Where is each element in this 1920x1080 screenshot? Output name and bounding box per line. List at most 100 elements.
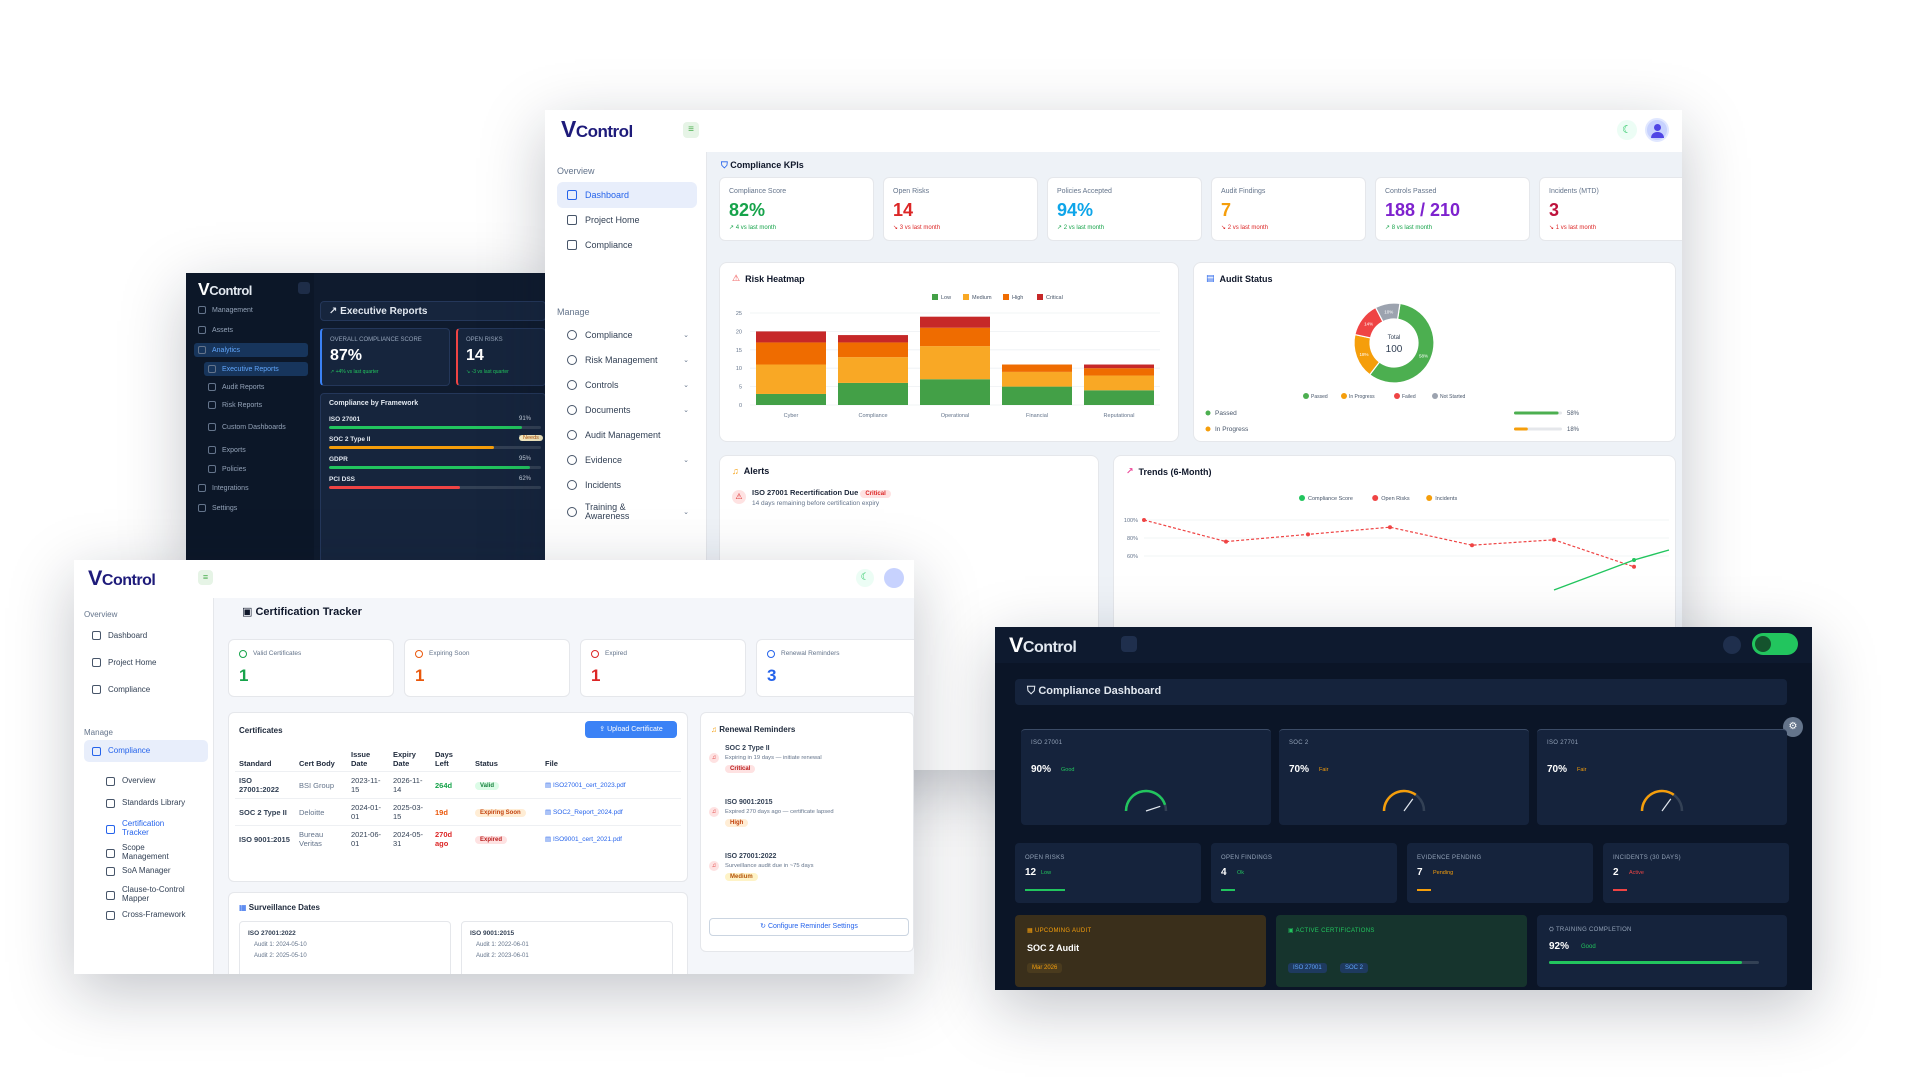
cell-file[interactable]: ▤ SOC2_Report_2024.pdf (541, 798, 681, 826)
sidebar-item-standards-library[interactable]: Standards Library (98, 792, 208, 814)
sidebar-item-integrations[interactable]: Integrations (194, 481, 308, 495)
cell-file[interactable]: ▤ ISO9001_cert_2021.pdf (541, 825, 681, 852)
bar-reputational-high[interactable] (1084, 368, 1154, 376)
bar-cyber-medium[interactable] (756, 364, 826, 394)
app-logo[interactable]: VControl (88, 565, 156, 590)
dark-mode-icon[interactable]: ☾ (1617, 120, 1637, 140)
slice-passed[interactable] (1368, 302, 1435, 384)
stat-card-valid-certificates[interactable]: Valid Certificates 1 (228, 639, 394, 697)
sidebar-item-dashboard[interactable]: Dashboard (557, 182, 697, 208)
point-open-risks[interactable] (1224, 539, 1228, 544)
configure-reminders-button[interactable]: ↻ Configure Reminder Settings (709, 918, 909, 936)
bar-financial-medium[interactable] (1002, 371, 1072, 387)
reminder-item[interactable]: ♫ ISO 27001:2022 Surveillance audit due in… (707, 851, 907, 899)
sidebar-item-documents[interactable]: Documents ⌄ (557, 397, 697, 423)
bar-reputational-low[interactable] (1084, 390, 1154, 405)
sidebar-item-exports[interactable]: Exports (204, 443, 308, 457)
bar-financial-low[interactable] (1002, 386, 1072, 405)
sidebar-item-analytics[interactable]: Analytics (194, 343, 308, 357)
point-compliance-score[interactable] (1632, 558, 1636, 562)
sidebar-item-compliance[interactable]: Compliance (84, 678, 208, 700)
point-open-risks[interactable] (1306, 532, 1310, 537)
stat-card-incidents-30-days[interactable]: Incidents (30 Days) 2 Active (1603, 843, 1789, 903)
sidebar-item-cross-framework[interactable]: Cross-Framework (98, 904, 208, 926)
bar-compliance-critical[interactable] (838, 335, 908, 343)
point-open-risks[interactable] (1470, 543, 1474, 548)
point-open-risks[interactable] (1142, 518, 1146, 522)
app-logo[interactable]: VControl (1009, 632, 1077, 657)
sidebar-item-risk-reports[interactable]: Risk Reports (204, 398, 308, 412)
bar-compliance-high[interactable] (838, 342, 908, 358)
bar-operational-medium[interactable] (920, 346, 990, 380)
point-open-risks[interactable] (1388, 525, 1392, 530)
sidebar-item-custom-dashboards[interactable]: Custom Dashboards (204, 420, 308, 434)
sidebar-item-project-home[interactable]: Project Home (557, 207, 697, 233)
sidebar-item-evidence[interactable]: Evidence ⌄ (557, 447, 697, 473)
table-row[interactable]: ISO 27001:2022 BSI Group 2023-11-15 2026-11… (235, 771, 681, 799)
sidebar-item-clause-to-control-mapper[interactable]: Clause-to-Control Mapper (98, 882, 208, 908)
point-open-risks[interactable] (1552, 537, 1556, 542)
sidebar-item-training-awareness[interactable]: Training & Awareness ⌄ (557, 497, 697, 527)
sidebar-item-audit-reports[interactable]: Audit Reports (204, 380, 308, 394)
theme-toggle[interactable] (1752, 633, 1798, 655)
gauge-card-soc-2[interactable]: SOC 2 70% Fair (1279, 729, 1529, 825)
menu-toggle-icon[interactable] (298, 282, 310, 294)
sidebar-item-dashboard[interactable]: Dashboard (84, 624, 208, 646)
bar-cyber-high[interactable] (756, 342, 826, 365)
bar-reputational-medium[interactable] (1084, 375, 1154, 391)
dark-mode-icon[interactable]: ☾ (856, 569, 874, 587)
sidebar-item-risk-management[interactable]: Risk Management ⌄ (557, 347, 697, 373)
bar-compliance-low[interactable] (838, 382, 908, 405)
gauge-card-iso-27701[interactable]: ISO 27701 70% Fair (1537, 729, 1787, 825)
sidebar-item-management[interactable]: Management (194, 303, 308, 317)
kpi-card-audit-findings[interactable]: Audit Findings 7 ↘ 2 vs last month (1211, 177, 1366, 241)
app-logo[interactable]: VControl (561, 116, 633, 142)
menu-toggle-icon[interactable] (1121, 636, 1137, 652)
bar-operational-high[interactable] (920, 327, 990, 347)
bar-operational-low[interactable] (920, 379, 990, 405)
sidebar-item-assets[interactable]: Assets (194, 323, 308, 337)
upload-certificate-button[interactable]: ⇪ Upload Certificate (585, 721, 677, 738)
sidebar-item-compliance[interactable]: Compliance ⌄ (557, 322, 697, 348)
sidebar-item-policies[interactable]: Policies (204, 462, 308, 476)
alert-title[interactable]: ISO 27001 Recertification Due Critical (752, 488, 891, 498)
reminder-item[interactable]: ♫ SOC 2 Type II Expiring in 19 days — init… (707, 743, 907, 791)
kpi-card-controls-passed[interactable]: Controls Passed 188 / 210 ↗ 8 vs last mont… (1375, 177, 1530, 241)
bar-compliance-medium[interactable] (838, 357, 908, 383)
sidebar-item-audit-management[interactable]: Audit Management (557, 422, 697, 448)
sidebar-item-soa-manager[interactable]: SoA Manager (98, 860, 208, 882)
stat-card-open-findings[interactable]: Open Findings 4 Ok (1211, 843, 1397, 903)
sidebar-item-scope-management[interactable]: Scope Management (98, 840, 208, 866)
settings-icon[interactable]: ⚙ (1783, 717, 1803, 737)
slice-not-started[interactable] (1374, 302, 1401, 323)
bar-reputational-critical[interactable] (1084, 364, 1154, 369)
bar-financial-high[interactable] (1002, 364, 1072, 372)
sidebar-item-project-home[interactable]: Project Home (84, 651, 208, 673)
stat-card-open-risks[interactable]: Open Risks 12 Low (1015, 843, 1201, 903)
stat-card-evidence-pending[interactable]: Evidence Pending 7 Pending (1407, 843, 1593, 903)
menu-toggle-icon[interactable]: ≡ (198, 570, 213, 585)
sidebar-item-overview[interactable]: Overview (98, 770, 208, 792)
sidebar-item-compliance[interactable]: Compliance (557, 232, 697, 258)
file-link[interactable]: SOC2_Report_2024.pdf (552, 809, 623, 816)
kpi-card-compliance-score[interactable]: Compliance Score 82% ↗ 4 vs last month (719, 177, 874, 241)
kpi-card-open-risks[interactable]: Open Risks 14 ↘ 3 vs last month (883, 177, 1038, 241)
avatar[interactable] (884, 568, 904, 588)
sidebar-item-incidents[interactable]: Incidents (557, 472, 697, 498)
gauge-card-iso-27001[interactable]: ISO 27001 90% Good (1021, 729, 1271, 825)
avatar[interactable] (1645, 118, 1669, 142)
reminder-item[interactable]: ♫ ISO 9001:2015 Expired 270 days ago — cer… (707, 797, 907, 845)
bar-cyber-low[interactable] (756, 393, 826, 405)
table-row[interactable]: SOC 2 Type II Deloitte 2024-01-01 2025-03-1… (235, 798, 681, 826)
cell-file[interactable]: ▤ ISO27001_cert_2023.pdf (541, 771, 681, 799)
sidebar-item-executive-reports[interactable]: Executive Reports (204, 362, 308, 376)
stat-card-expired[interactable]: Expired 1 (580, 639, 746, 697)
sidebar-item-compliance[interactable]: Compliance (84, 740, 208, 762)
notification-icon[interactable] (1723, 636, 1741, 654)
point-open-risks[interactable] (1632, 564, 1636, 569)
bar-operational-critical[interactable] (920, 316, 990, 328)
kpi-card-incidents-mtd[interactable]: Incidents (MTD) 3 ↘ 1 vs last month (1539, 177, 1682, 241)
stat-card-expiring-soon[interactable]: Expiring Soon 1 (404, 639, 570, 697)
file-link[interactable]: ISO9001_cert_2021.pdf (552, 836, 622, 843)
file-link[interactable]: ISO27001_cert_2023.pdf (552, 782, 626, 789)
